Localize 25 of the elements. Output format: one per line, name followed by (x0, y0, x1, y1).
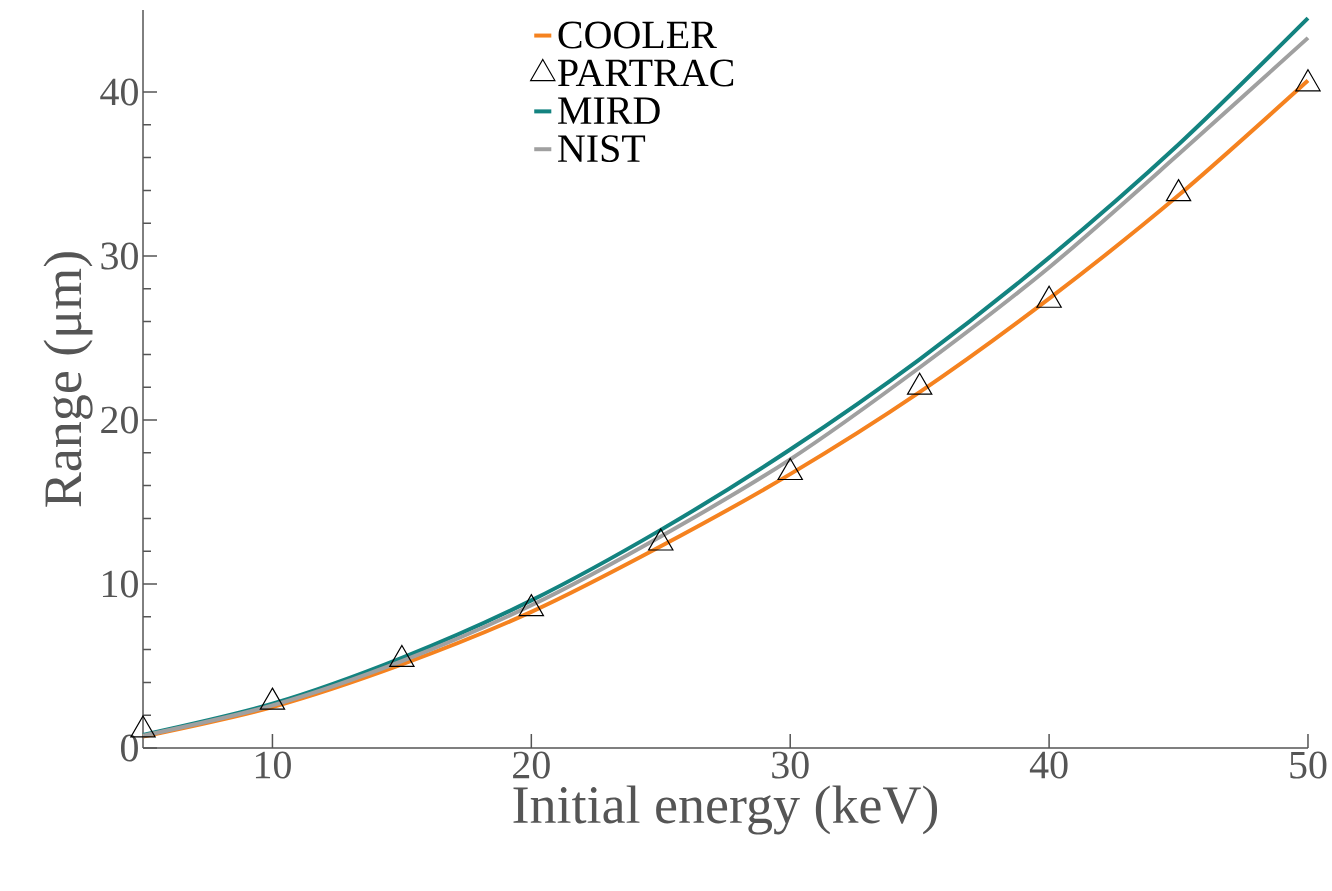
point (777, 457, 803, 481)
y-tick-label: 40 (100, 78, 138, 106)
point (1165, 179, 1192, 202)
point (1036, 285, 1062, 308)
x-tick-label: 30 (772, 751, 809, 779)
x-tick-label: 40 (1029, 751, 1068, 779)
y-tick-label: 30 (101, 242, 138, 270)
point (1295, 69, 1321, 92)
x-tick-label: 20 (513, 751, 550, 779)
legend-label: MIRD (558, 97, 660, 124)
point (259, 687, 286, 710)
y-tick-label: 20 (101, 406, 138, 434)
legend-label: NIST (558, 135, 646, 163)
y-axis-title: Range (μm) (43, 252, 93, 507)
y-tick-label: 0 (120, 734, 138, 762)
point (518, 594, 545, 617)
x-tick-label: 10 (255, 751, 291, 779)
point (389, 644, 415, 668)
point (648, 528, 674, 551)
x-axis-title: Initial energy (keV) (513, 785, 938, 835)
legend-label: COOLER (558, 21, 717, 49)
y-tick-label: 10 (102, 570, 138, 598)
point (906, 372, 933, 395)
legend-label: PARTRAC (558, 59, 734, 87)
x-tick-label: 50 (1290, 751, 1327, 779)
